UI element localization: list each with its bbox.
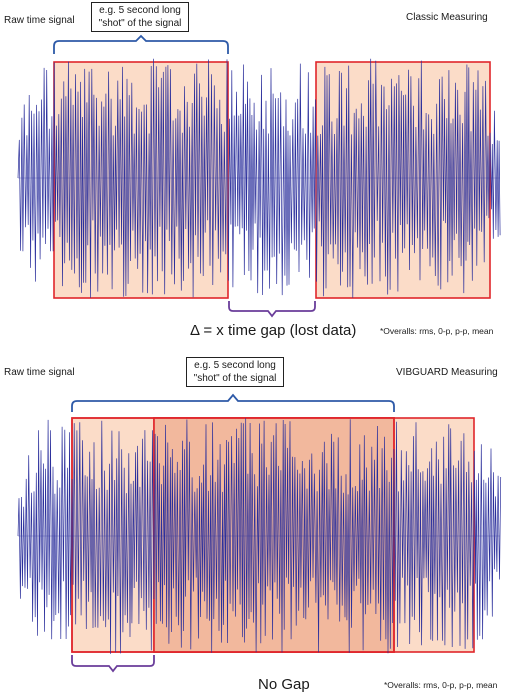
callout-line-2: "shot" of the signal (98, 18, 182, 29)
time-gap-label: Δ = x time gap (lost data) (190, 322, 357, 339)
classic-measuring-panel: Raw time signal Classic Measuring e.g. 5… (4, 2, 501, 339)
callout-line-2: "shot" of the signal (193, 373, 277, 384)
snapshot-callout: e.g. 5 second long "shot" of the signal (186, 357, 284, 387)
window-outline-left (71, 417, 395, 653)
vibguard-signal-figure (17, 393, 502, 673)
measuring-method-label: VIBGUARD Measuring (396, 367, 498, 378)
snapshot-bracket (71, 393, 395, 412)
overalls-note: *Overalls: rms, 0-p, p-p, mean (384, 680, 498, 690)
raw-time-signal-waveform (17, 58, 501, 298)
overalls-note: *Overalls: rms, 0-p, p-p, mean (380, 326, 494, 336)
measuring-method-label: Classic Measuring (406, 12, 488, 23)
no-gap-label: No Gap (258, 676, 310, 693)
raw-time-signal-waveform (17, 418, 502, 654)
snapshot-bracket (53, 34, 229, 54)
callout-line-1: e.g. 5 second long (194, 360, 276, 371)
raw-time-signal-label: Raw time signal (4, 15, 75, 26)
step-bracket (71, 655, 155, 673)
time-gap-bracket (228, 301, 316, 318)
callout-line-1: e.g. 5 second long (99, 5, 181, 16)
classic-signal-figure (17, 34, 501, 318)
vibguard-measuring-panel: Raw time signal VIBGUARD Measuring e.g. … (0, 350, 514, 700)
raw-time-signal-label: Raw time signal (4, 367, 75, 378)
snapshot-callout: e.g. 5 second long "shot" of the signal (91, 2, 189, 32)
